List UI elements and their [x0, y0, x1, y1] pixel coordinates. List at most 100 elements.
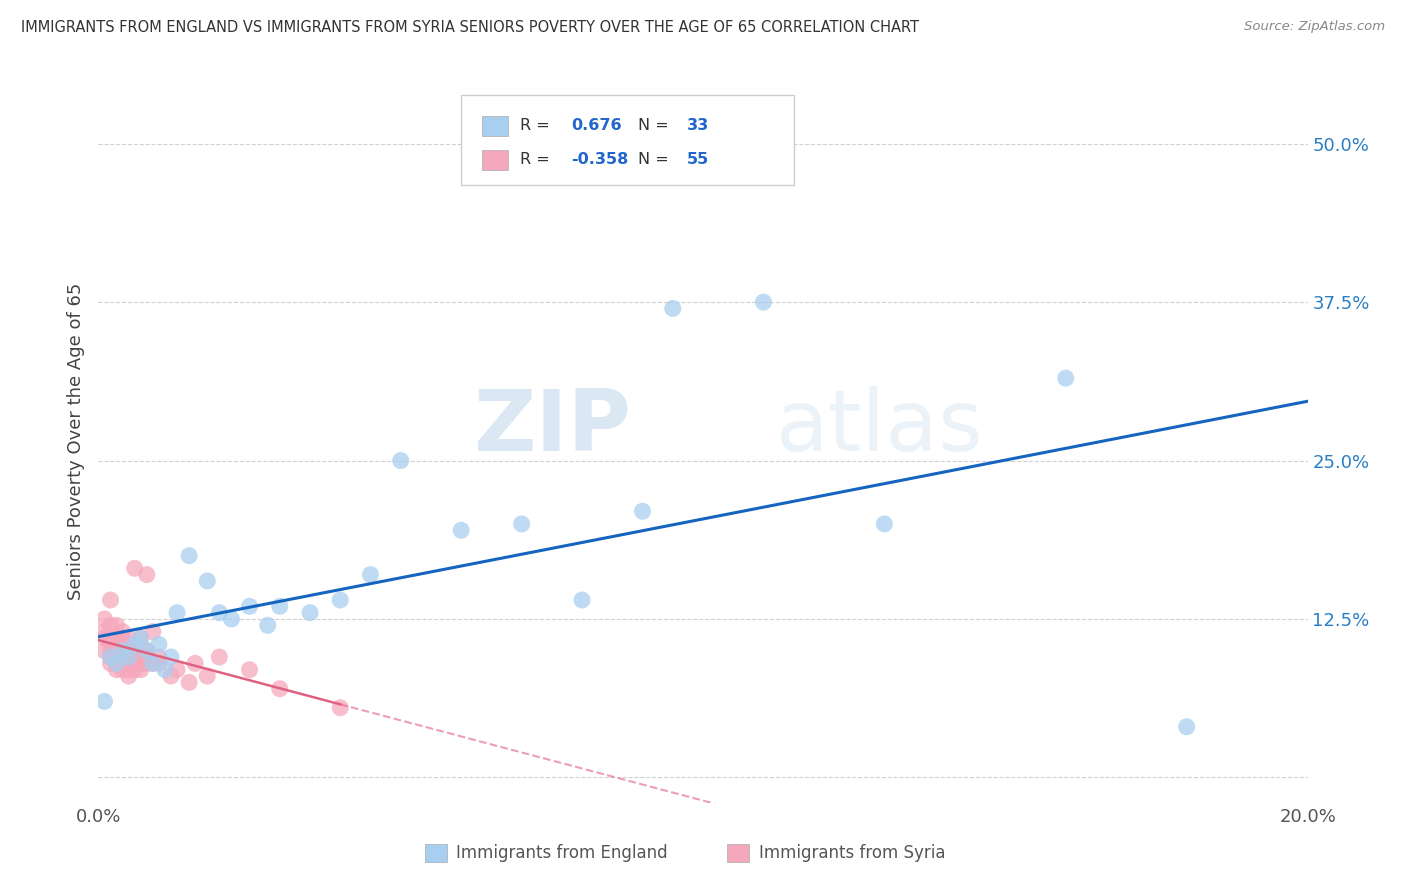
- Point: [239, 663, 262, 677]
- Point: [208, 606, 231, 620]
- Point: [1175, 720, 1198, 734]
- Point: [111, 657, 134, 671]
- Point: [100, 643, 122, 657]
- Point: [142, 624, 165, 639]
- Point: [105, 663, 128, 677]
- Point: [256, 618, 278, 632]
- Point: [124, 657, 146, 671]
- Point: [105, 618, 128, 632]
- Point: [129, 663, 152, 677]
- Point: [360, 567, 382, 582]
- Point: [111, 663, 134, 677]
- Point: [269, 681, 291, 696]
- Text: N =: N =: [638, 153, 673, 168]
- Point: [129, 650, 152, 665]
- Point: [118, 669, 141, 683]
- Text: N =: N =: [638, 119, 673, 133]
- Text: -0.358: -0.358: [571, 153, 628, 168]
- Point: [239, 599, 262, 614]
- Point: [160, 669, 183, 683]
- Point: [118, 643, 141, 657]
- Point: [299, 606, 322, 620]
- Point: [118, 650, 141, 665]
- Point: [93, 643, 115, 657]
- Text: R =: R =: [520, 153, 555, 168]
- Point: [100, 650, 122, 665]
- Point: [100, 637, 122, 651]
- Point: [148, 637, 170, 651]
- Point: [1054, 371, 1077, 385]
- Point: [100, 593, 122, 607]
- Point: [661, 301, 683, 316]
- Point: [135, 567, 157, 582]
- Text: atlas: atlas: [776, 385, 984, 468]
- Point: [208, 650, 231, 665]
- Point: [100, 657, 122, 671]
- Point: [148, 650, 170, 665]
- FancyBboxPatch shape: [425, 844, 447, 862]
- Point: [118, 631, 141, 645]
- Point: [179, 675, 201, 690]
- Point: [124, 643, 146, 657]
- Point: [105, 631, 128, 645]
- Point: [179, 549, 201, 563]
- Point: [100, 650, 122, 665]
- Point: [135, 643, 157, 657]
- Point: [450, 523, 472, 537]
- Point: [389, 453, 412, 467]
- Point: [105, 657, 128, 671]
- Point: [148, 657, 170, 671]
- Point: [100, 618, 122, 632]
- Point: [571, 593, 593, 607]
- Point: [124, 561, 146, 575]
- FancyBboxPatch shape: [482, 116, 509, 136]
- Point: [124, 663, 146, 677]
- Point: [105, 643, 128, 657]
- Point: [129, 631, 152, 645]
- Point: [166, 606, 188, 620]
- Point: [118, 663, 141, 677]
- Point: [93, 631, 115, 645]
- FancyBboxPatch shape: [727, 844, 749, 862]
- Point: [195, 669, 218, 683]
- Point: [195, 574, 218, 588]
- Y-axis label: Seniors Poverty Over the Age of 65: Seniors Poverty Over the Age of 65: [67, 283, 86, 600]
- Point: [153, 663, 176, 677]
- Point: [135, 657, 157, 671]
- FancyBboxPatch shape: [482, 150, 509, 169]
- Point: [93, 624, 115, 639]
- Point: [105, 657, 128, 671]
- Point: [142, 657, 165, 671]
- Text: 55: 55: [688, 153, 710, 168]
- Point: [118, 650, 141, 665]
- Point: [631, 504, 654, 518]
- FancyBboxPatch shape: [461, 95, 793, 185]
- Text: R =: R =: [520, 119, 555, 133]
- Point: [93, 694, 115, 708]
- Point: [752, 295, 775, 310]
- Text: 0.676: 0.676: [571, 119, 621, 133]
- Point: [111, 624, 134, 639]
- Point: [160, 650, 183, 665]
- Point: [269, 599, 291, 614]
- Point: [111, 650, 134, 665]
- Point: [100, 631, 122, 645]
- Text: ZIP: ZIP: [472, 385, 630, 468]
- Text: IMMIGRANTS FROM ENGLAND VS IMMIGRANTS FROM SYRIA SENIORS POVERTY OVER THE AGE OF: IMMIGRANTS FROM ENGLAND VS IMMIGRANTS FR…: [21, 20, 920, 35]
- Point: [510, 516, 533, 531]
- Point: [873, 516, 896, 531]
- Point: [135, 650, 157, 665]
- Text: 33: 33: [688, 119, 710, 133]
- Point: [142, 657, 165, 671]
- Point: [111, 631, 134, 645]
- Point: [105, 637, 128, 651]
- Point: [124, 637, 146, 651]
- Point: [184, 657, 207, 671]
- Point: [221, 612, 243, 626]
- Point: [111, 643, 134, 657]
- Point: [329, 700, 352, 714]
- Text: Immigrants from Syria: Immigrants from Syria: [759, 845, 945, 863]
- Text: Source: ZipAtlas.com: Source: ZipAtlas.com: [1244, 20, 1385, 33]
- Point: [135, 643, 157, 657]
- Text: Immigrants from England: Immigrants from England: [457, 845, 668, 863]
